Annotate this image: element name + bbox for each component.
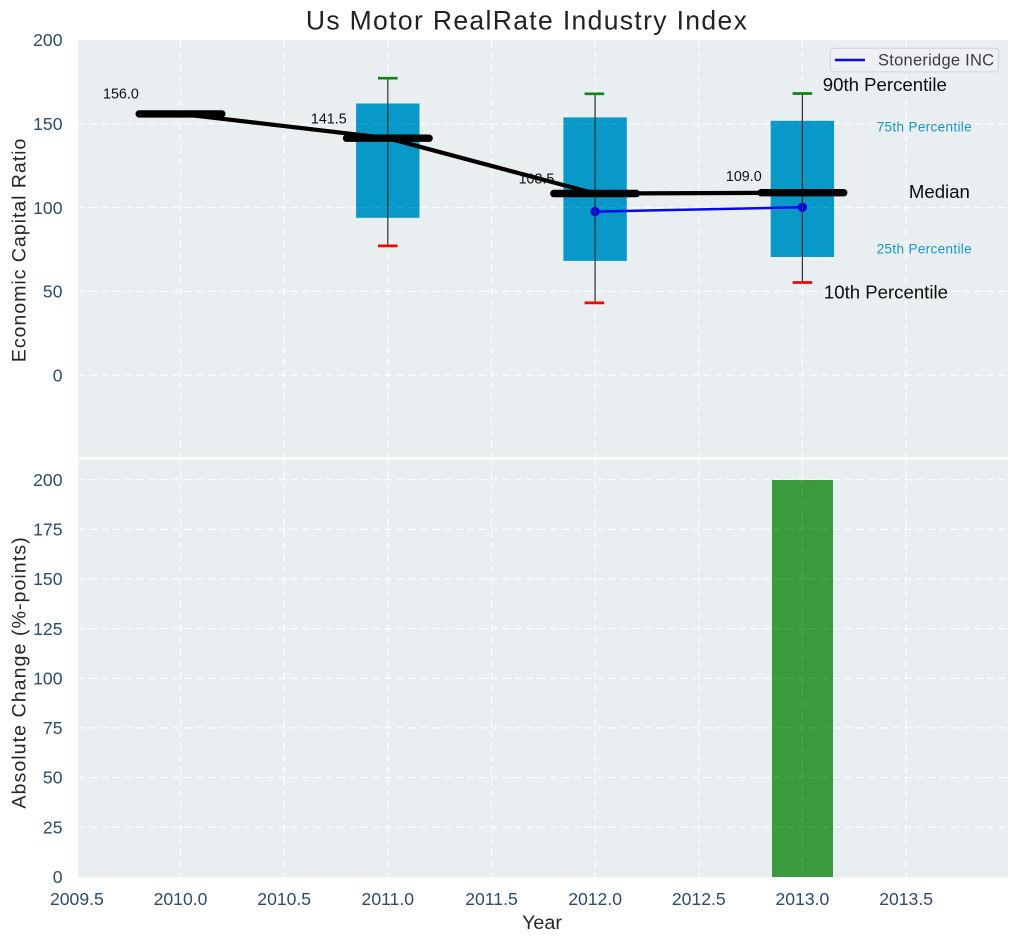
svg-text:75th Percentile: 75th Percentile [877,120,972,135]
svg-text:200: 200 [33,30,63,50]
svg-text:0: 0 [53,867,63,887]
svg-text:100: 100 [33,198,63,218]
svg-text:2011.0: 2011.0 [362,889,415,909]
svg-text:2011.5: 2011.5 [465,889,518,909]
svg-text:109.0: 109.0 [726,169,762,185]
svg-text:Year: Year [522,912,562,934]
svg-text:150: 150 [33,569,63,589]
svg-text:Median: Median [909,181,970,202]
svg-text:75: 75 [43,718,63,738]
svg-text:Us Motor RealRate Industry Ind: Us Motor RealRate Industry Index [306,6,748,36]
svg-text:150: 150 [33,114,63,134]
svg-text:200: 200 [33,470,63,490]
svg-text:2012.5: 2012.5 [672,889,726,909]
svg-text:0: 0 [53,365,63,385]
svg-text:2010.0: 2010.0 [154,889,208,909]
svg-text:90th Percentile: 90th Percentile [823,74,947,95]
svg-text:2013.0: 2013.0 [775,889,829,909]
svg-text:2013.5: 2013.5 [879,889,933,909]
svg-text:2010.5: 2010.5 [257,889,311,909]
svg-text:100: 100 [33,669,63,689]
svg-text:Stoneridge INC: Stoneridge INC [878,52,994,70]
svg-text:2009.5: 2009.5 [50,889,104,909]
svg-text:50: 50 [43,768,63,788]
svg-text:156.0: 156.0 [103,86,139,102]
svg-text:Economic Capital Ratio: Economic Capital Ratio [9,138,31,362]
svg-text:175: 175 [33,520,63,540]
svg-text:50: 50 [43,282,63,302]
svg-text:2012.0: 2012.0 [568,889,622,909]
svg-text:Absolute Change (%-points): Absolute Change (%-points) [9,536,31,808]
svg-text:25: 25 [43,817,63,837]
svg-text:25th Percentile: 25th Percentile [877,242,972,257]
svg-text:125: 125 [33,619,63,639]
svg-text:141.5: 141.5 [311,112,347,128]
svg-text:108.5: 108.5 [519,171,555,187]
svg-text:10th Percentile: 10th Percentile [824,281,948,302]
